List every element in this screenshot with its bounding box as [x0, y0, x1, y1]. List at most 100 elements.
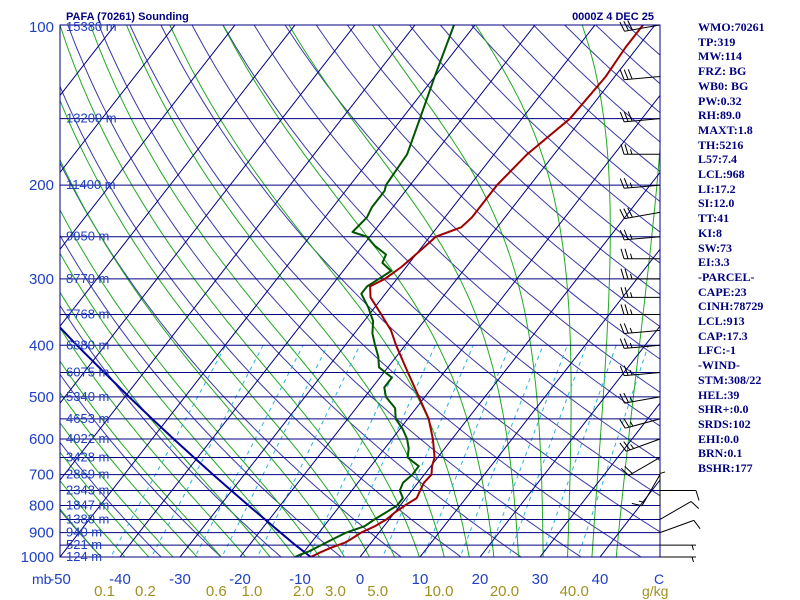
wind-barb — [619, 20, 661, 32]
wind-barb-half-flag — [638, 500, 645, 503]
wind-barb-staff — [624, 329, 661, 335]
isotherm — [0, 1, 14, 569]
height-label: 1380 m — [66, 511, 109, 526]
moist-adiabat — [60, 422, 174, 557]
mixing-ratio-label: 3.0 — [325, 583, 346, 600]
sounding-index: MW:114 — [698, 49, 742, 64]
isotherm — [119, 25, 536, 557]
mixing-ratio-line — [256, 345, 361, 557]
wind-barb-half-flag — [630, 309, 633, 315]
pressure-tick-label: 400 — [29, 337, 54, 354]
wind-barb-staff — [624, 184, 661, 189]
wind-barb — [660, 556, 696, 563]
wind-barb-flag — [623, 418, 630, 428]
sounding-index: HEL:39 — [698, 387, 740, 402]
mixing-ratio-line — [110, 345, 227, 557]
sounding-index: BRN:0.1 — [698, 446, 743, 461]
moist-adiabat — [288, 25, 520, 557]
wind-barb — [659, 519, 701, 534]
wind-barb-half-flag — [691, 556, 694, 563]
wind-barb-flag — [623, 21, 629, 31]
mixing-ratio-line — [422, 345, 511, 557]
wind-barb-flag — [620, 268, 625, 279]
wind-barb-flag — [619, 419, 626, 429]
wind-barb-staff — [624, 344, 661, 349]
wind-barb-flag — [620, 144, 625, 155]
wind-barb-flag — [619, 442, 627, 452]
mixing-ratio-label: 2.0 — [293, 583, 314, 600]
temperature-tick-label: -10 — [289, 571, 311, 588]
temperature-tick-labels: -50 -40 -30 -20 -10 0 10 20 30 40 — [49, 571, 608, 588]
sounding-index: BSHR:177 — [698, 461, 753, 476]
mixing-ratio-label: 0.2 — [135, 583, 156, 600]
height-label: 3428 m — [66, 449, 109, 464]
wind-barb-flag — [620, 248, 625, 259]
sounding-index: RH:89.0 — [698, 108, 741, 123]
wind-barb-flag — [623, 392, 629, 403]
wind-barb — [619, 69, 661, 81]
dewpoint-line — [294, 25, 455, 557]
wind-barb-flag — [695, 490, 700, 501]
wind-barb-flag — [627, 111, 633, 122]
moist-adiabat — [60, 25, 396, 557]
sounding-index: SHR+:0.0 — [698, 402, 749, 417]
wind-barb-flag — [624, 144, 629, 155]
wind-barb — [659, 469, 666, 506]
sounding-index: LCL:913 — [698, 314, 745, 329]
moist-adiabat — [60, 158, 346, 557]
pressure-tick-label: 1000 — [21, 549, 54, 566]
wind-barb-staff — [659, 501, 692, 520]
wind-barb-flag — [627, 69, 633, 80]
mixing-ratio-line — [508, 345, 587, 557]
wind-barb-flag — [619, 229, 625, 241]
wind-barb-flag — [623, 323, 629, 334]
mixing-ratio-label: 5.0 — [367, 583, 388, 600]
sounding-index: STM:308/22 — [698, 372, 762, 387]
wind-barb-flag — [619, 393, 625, 404]
valid-time: 0000Z 4 DEC 25 — [572, 11, 654, 23]
height-labels: 15380 m 13200 m 11400 m 9950 m 8770 m 7768 m 6… — [66, 19, 117, 564]
pressure-tick-label: 600 — [29, 431, 54, 448]
wind-barb-half-flag — [630, 273, 633, 279]
isotherm — [419, 248, 660, 557]
sounding-index: TT:41 — [698, 211, 730, 226]
wind-barb-flag — [619, 21, 625, 32]
wind-barb — [619, 338, 661, 349]
height-label: 6880 m — [66, 337, 109, 352]
mixing-ratio-line — [194, 345, 304, 557]
isotherm — [60, 25, 176, 174]
sounding-index: TP:319 — [698, 34, 736, 49]
wind-barb-half-flag — [630, 292, 633, 298]
mixing-ratio-label: 10.0 — [424, 583, 453, 600]
pressure-tick-label: 700 — [29, 467, 54, 484]
wind-barb-flag — [619, 178, 625, 189]
mixing-ratio-line — [339, 345, 436, 557]
sounding-index: CAPE:23 — [698, 284, 747, 299]
wind-barb-staff — [625, 418, 661, 429]
pressure-unit-label: mb — [32, 571, 52, 587]
wind-barb-half-flag — [691, 545, 694, 551]
wind-barb-staff — [628, 457, 661, 476]
wind-barb-flag — [631, 502, 643, 507]
mixing-ratio-label: 20.0 — [490, 583, 519, 600]
wind-barb — [619, 438, 661, 452]
sounding-index: CINH:78729 — [698, 299, 764, 314]
moist-adiabat — [615, 141, 660, 557]
moist-adiabat — [60, 360, 222, 557]
wind-barb-flag — [627, 207, 633, 218]
wind-barb-staff — [624, 118, 661, 123]
wind-barb-half-flag — [629, 234, 633, 240]
sounding-index: SW:73 — [698, 240, 733, 255]
wind-barb-flag — [623, 69, 629, 80]
wind-barb — [619, 111, 661, 123]
wind-barb-flag — [623, 178, 629, 189]
sounding-index: TH:5216 — [698, 137, 744, 152]
dry-adiabats — [60, 25, 660, 557]
wind-barb — [660, 544, 696, 551]
sounding-index: LFC:-1 — [698, 343, 736, 358]
wind-barb-flag — [624, 268, 629, 279]
mixing-ratio-label: 0.6 — [206, 583, 227, 600]
wind-barb-flag — [620, 287, 625, 298]
